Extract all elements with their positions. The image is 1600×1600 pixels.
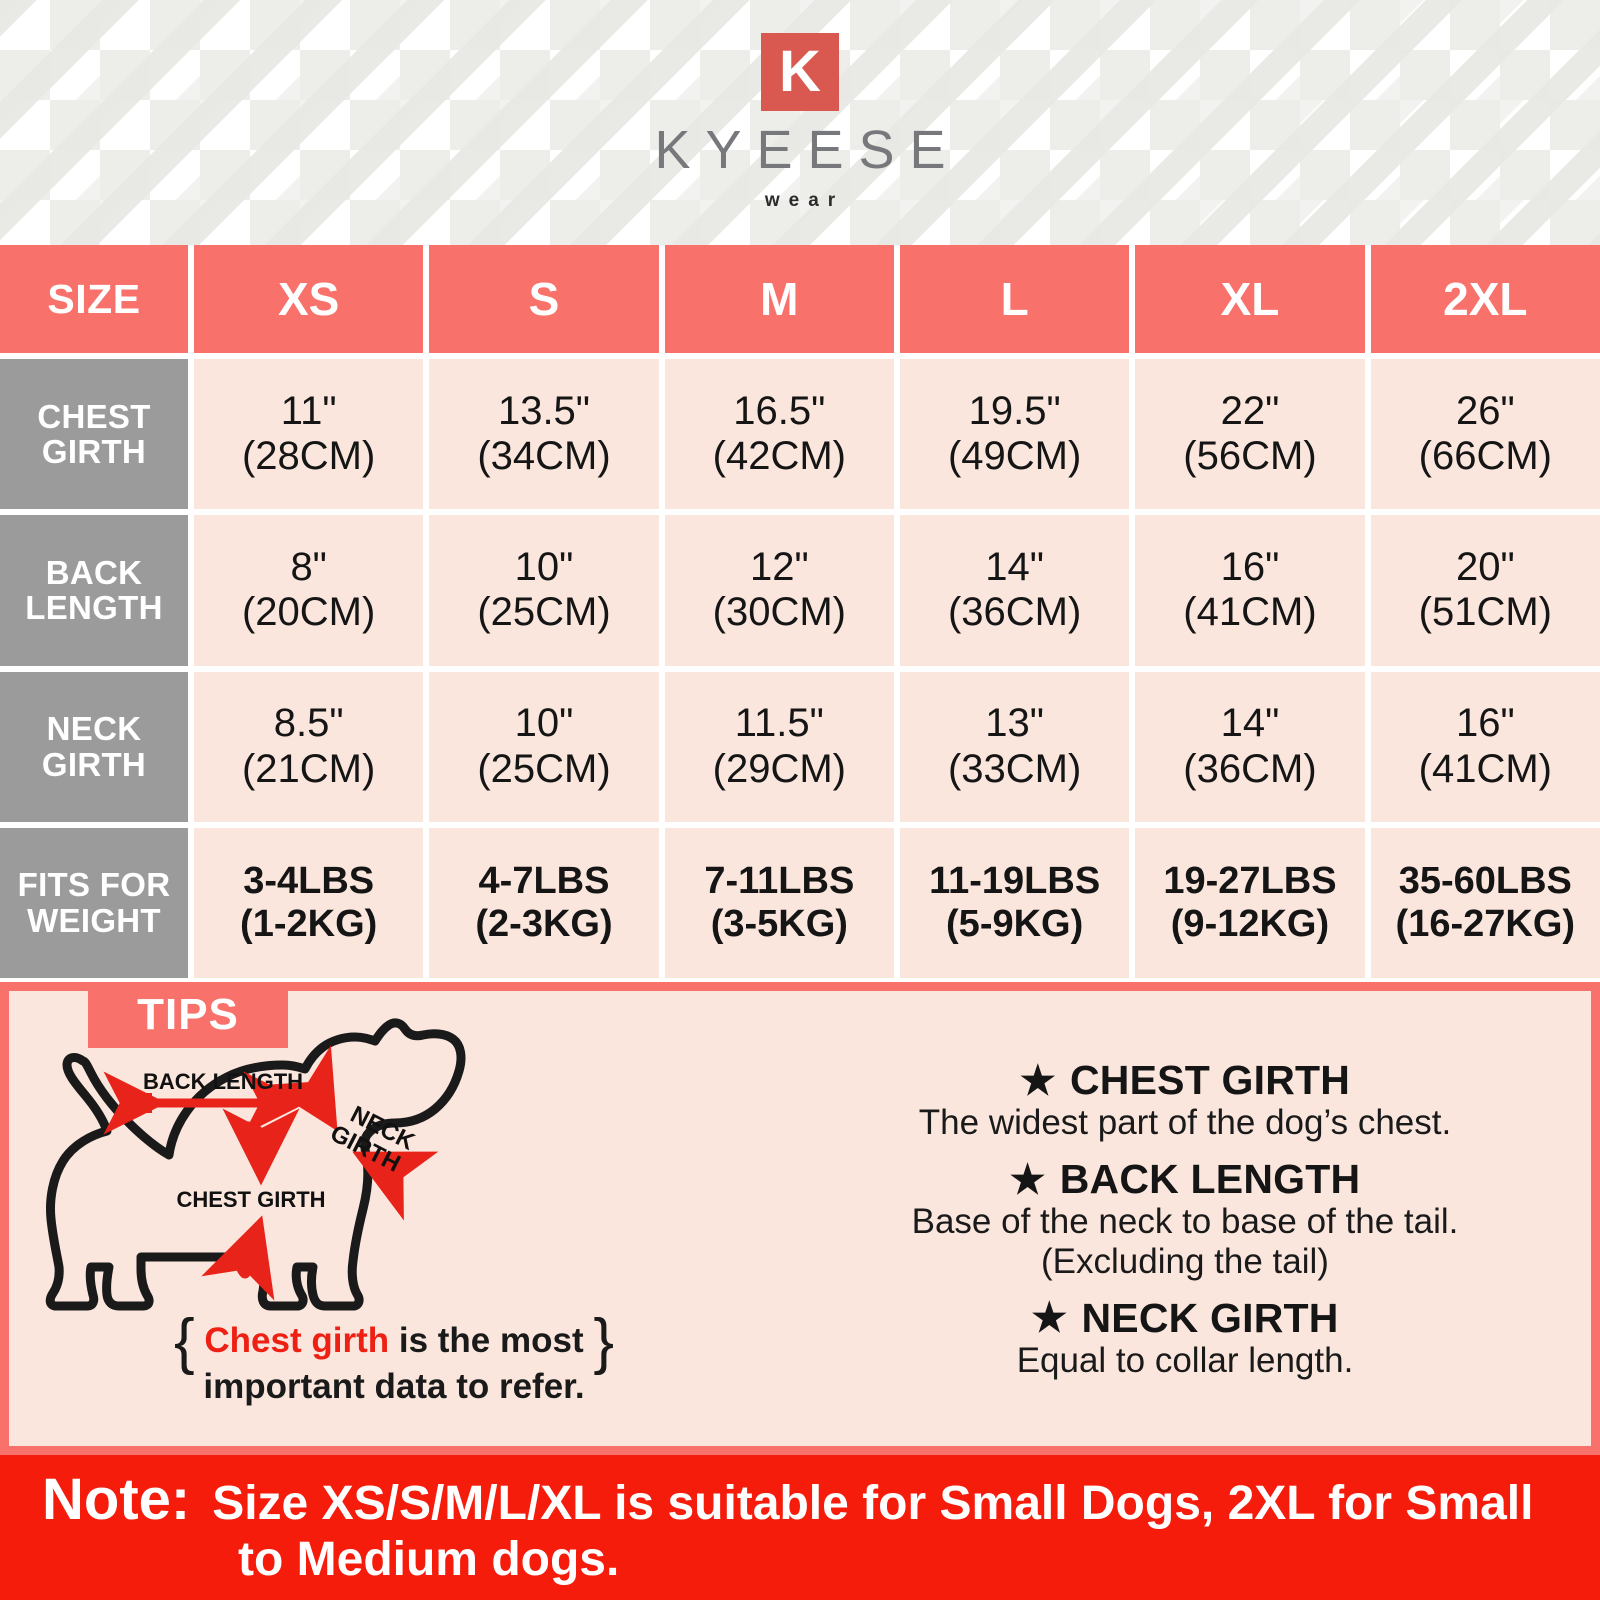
star-icon: ★ [1009, 1157, 1046, 1202]
header-cell-size: SIZE [0, 245, 188, 353]
tip-item-chest-girth: ★ CHEST GIRTH The widest part of the dog… [918, 1057, 1452, 1143]
cell-chest-2xl: 26" (66CM) [1370, 359, 1600, 510]
header-cell-xs: XS [194, 245, 424, 353]
row-label-chest-girth: CHEST GIRTH [0, 359, 188, 510]
cell-chest-m: 16.5" (42CM) [664, 359, 894, 510]
row-label-back-length: BACK LENGTH [0, 515, 188, 666]
chest-girth-callout: { Chest girth is the most } important da… [19, 1307, 769, 1407]
diagram-label-back-length: BACK LENGTH [143, 1069, 303, 1094]
tip-body-chest-girth: The widest part of the dog’s chest. [918, 1103, 1452, 1143]
cell-chest-xs: 11" (28CM) [194, 359, 424, 510]
table-row-neck-girth: NECK GIRTH 8.5" (21CM) 10" (25CM) 11.5" (29… [0, 671, 1600, 822]
tip-heading-back-length: ★ BACK LENGTH [912, 1156, 1459, 1203]
brace-close: } [593, 1307, 615, 1376]
star-icon: ★ [1019, 1058, 1056, 1103]
header-banner: K KYEESE wear [0, 0, 1600, 245]
cell-weight-xs: 3-4LBS (1-2KG) [194, 827, 424, 978]
cell-weight-l: 11-19LBS (5-9KG) [899, 827, 1130, 978]
measurement-diagram: BACK LENGTH NECK GIRTH CHEST GIRTH { Che… [9, 991, 779, 1446]
cell-neck-2xl: 16" (41CM) [1370, 671, 1600, 822]
table-row-back-length: BACK LENGTH 8" (20CM) 10" (25CM) 12" (30CM)… [0, 515, 1600, 666]
diagram-label-chest-girth: CHEST GIRTH [176, 1187, 325, 1212]
table-row-fits-for-weight: FITS FOR WEIGHT 3-4LBS (1-2KG) 4-7LBS (2-3… [0, 827, 1600, 978]
cell-neck-l: 13" (33CM) [899, 671, 1130, 822]
tip-heading-label: BACK LENGTH [1059, 1156, 1361, 1203]
brand-tagline: wear [764, 190, 845, 211]
brand-logo: K KYEESE wear [0, 0, 1600, 245]
note-label: Note: [42, 1467, 191, 1533]
row-label-neck-girth: NECK GIRTH [0, 671, 188, 822]
star-icon: ★ [1031, 1296, 1068, 1341]
tips-definitions-list: ★ CHEST GIRTH The widest part of the dog… [779, 991, 1591, 1446]
cell-weight-s: 4-7LBS (2-3KG) [429, 827, 659, 978]
size-chart-table: SIZE XS S M L XL 2XL CHEST GIRTH 11" (28C… [0, 245, 1600, 978]
tip-item-back-length: ★ BACK LENGTH Base of the neck to base o… [911, 1156, 1459, 1282]
tips-badge: TIPS [88, 982, 288, 1048]
tip-heading-label: CHEST GIRTH [1069, 1057, 1351, 1104]
tip-heading-chest-girth: ★ CHEST GIRTH [919, 1057, 1451, 1104]
cell-back-s: 10" (25CM) [429, 515, 659, 666]
chest-girth-arrow-icon [201, 1108, 300, 1301]
cell-back-m: 12" (30CM) [664, 515, 894, 666]
cell-neck-xl: 14" (36CM) [1135, 671, 1365, 822]
tip-heading-neck-girth: ★ NECK GIRTH [1017, 1294, 1354, 1341]
tip-heading-label: NECK GIRTH [1081, 1294, 1339, 1341]
logo-mark-icon: K [763, 35, 837, 109]
header-cell-s: S [429, 245, 659, 353]
tip-body-neck-girth: Equal to collar length. [1016, 1341, 1354, 1381]
note-text-line2: to Medium dogs. [238, 1533, 620, 1587]
cell-neck-m: 11.5" (29CM) [664, 671, 894, 822]
row-label-fits-for-weight: FITS FOR WEIGHT [0, 827, 188, 978]
note-text-line1: Size XS/S/M/L/XL is suitable for Small D… [212, 1477, 1534, 1531]
neck-girth-arrow-icon [264, 1045, 439, 1221]
cell-weight-2xl: 35-60LBS (16-27KG) [1370, 827, 1600, 978]
callout-rest-line2: important data to refer. [203, 1367, 585, 1407]
table-row-chest-girth: CHEST GIRTH 11" (28CM) 13.5" (34CM) 16.5"(… [0, 359, 1600, 510]
header-cell-m: M [664, 245, 894, 353]
cell-weight-xl: 19-27LBS (9-12KG) [1135, 827, 1365, 978]
cell-back-xs: 8" (20CM) [194, 515, 424, 666]
cell-neck-s: 10" (25CM) [429, 671, 659, 822]
dog-outline-diagram: BACK LENGTH NECK GIRTH CHEST GIRTH [45, 1018, 466, 1311]
header-cell-l: L [899, 245, 1130, 353]
brace-open: { [173, 1307, 195, 1376]
header-cell-2xl: 2XL [1370, 245, 1600, 353]
tips-panel: TIPS [0, 982, 1600, 1455]
note-banner: Note: Size XS/S/M/L/XL is suitable for S… [0, 1455, 1600, 1600]
cell-neck-xs: 8.5" (21CM) [194, 671, 424, 822]
cell-weight-m: 7-11LBS (3-5KG) [664, 827, 894, 978]
table-header-row: SIZE XS S M L XL 2XL [0, 245, 1600, 353]
cell-chest-xl: 22" (56CM) [1135, 359, 1365, 510]
cell-back-xl: 16" (41CM) [1135, 515, 1365, 666]
cell-chest-l: 19.5" (49CM) [899, 359, 1130, 510]
callout-highlight: Chest girth [204, 1321, 390, 1360]
cell-back-l: 14" (36CM) [899, 515, 1130, 666]
tip-body-back-length: Base of the neck to base of the tail. (E… [911, 1202, 1459, 1282]
cell-chest-s: 13.5" (34CM) [429, 359, 659, 510]
callout-rest-line1: is the most [389, 1321, 584, 1360]
tip-item-neck-girth: ★ NECK GIRTH Equal to collar length. [1016, 1294, 1354, 1381]
cell-back-2xl: 20" (51CM) [1370, 515, 1600, 666]
header-cell-xl: XL [1135, 245, 1365, 353]
brand-name: KYEESE [654, 120, 961, 180]
